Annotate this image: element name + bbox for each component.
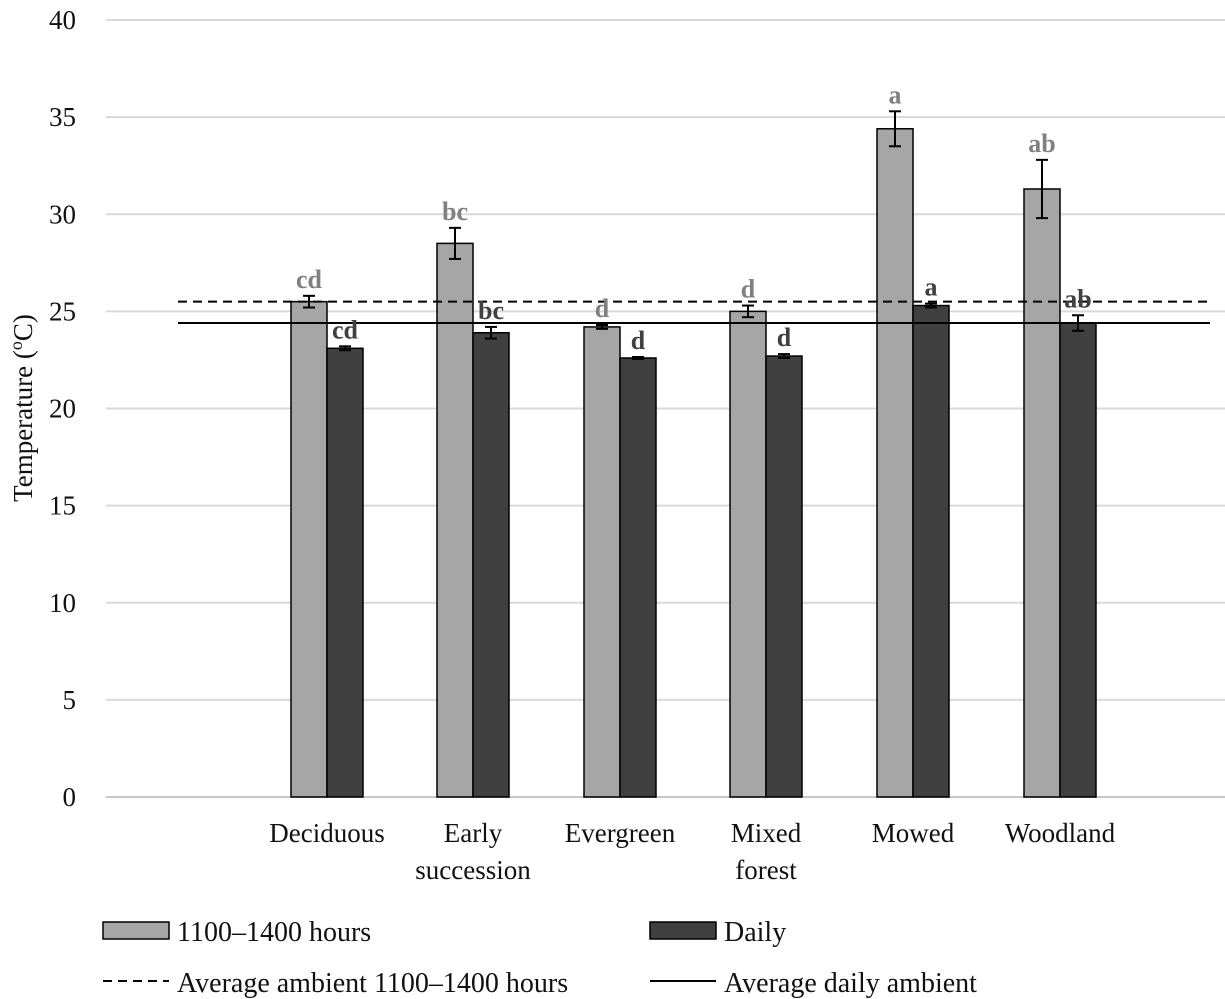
bar bbox=[765, 355, 803, 798]
bar bbox=[290, 300, 328, 798]
bar bbox=[1059, 322, 1097, 798]
x-category-label: Deciduous bbox=[269, 818, 384, 848]
y-tick-label: 35 bbox=[49, 102, 76, 132]
bar bbox=[876, 128, 914, 798]
significance-label: d bbox=[631, 326, 646, 355]
significance-label: d bbox=[741, 275, 756, 304]
significance-label: bc bbox=[478, 296, 504, 325]
error-bars bbox=[303, 110, 1084, 360]
significance-label: bc bbox=[442, 197, 468, 226]
x-category-label: Evergreen bbox=[565, 818, 676, 848]
y-tick-label: 40 bbox=[49, 5, 76, 35]
legend-label-series-2: Daily bbox=[724, 917, 786, 948]
x-category-label: Mixed forest bbox=[731, 818, 802, 885]
bar bbox=[619, 357, 657, 798]
significance-label: a bbox=[925, 273, 938, 302]
significance-label: ab bbox=[1028, 129, 1055, 158]
x-axis-categories: Deciduous Early succession Evergreen Mixed fo… bbox=[269, 818, 1115, 885]
bars bbox=[290, 128, 1097, 798]
significance-label: d bbox=[595, 294, 610, 323]
bar bbox=[912, 304, 950, 798]
x-category-label: Early succession bbox=[415, 818, 531, 885]
bar bbox=[583, 326, 621, 798]
legend: 1100–1400 hours Daily Average ambient 11… bbox=[102, 917, 977, 999]
bar bbox=[326, 347, 364, 798]
y-axis-label: Temperature (oC) bbox=[6, 314, 38, 502]
x-category-label: Woodland bbox=[1005, 818, 1116, 848]
y-tick-label: 0 bbox=[63, 782, 77, 812]
bar bbox=[472, 331, 510, 798]
significance-label: a bbox=[889, 80, 902, 109]
legend-label-ref-solid: Average daily ambient bbox=[724, 968, 977, 999]
significance-label: ab bbox=[1064, 284, 1091, 313]
legend-label-series-1: 1100–1400 hours bbox=[177, 917, 371, 948]
y-tick-label: 20 bbox=[49, 394, 76, 424]
y-axis-ticks: 0 5 10 15 20 25 30 35 40 bbox=[49, 5, 76, 812]
significance-label: cd bbox=[296, 265, 323, 294]
y-tick-label: 30 bbox=[49, 199, 76, 229]
reference-lines bbox=[178, 300, 1210, 325]
bar bbox=[436, 242, 474, 798]
significance-label: cd bbox=[332, 315, 359, 344]
y-tick-label: 15 bbox=[49, 491, 76, 521]
legend-label-ref-dashed: Average ambient 1100–1400 hours bbox=[177, 968, 568, 999]
bar bbox=[1023, 188, 1061, 798]
significance-label: d bbox=[777, 323, 792, 352]
y-tick-label: 25 bbox=[49, 296, 76, 326]
legend-swatch-series-1 bbox=[102, 921, 170, 940]
bar bbox=[729, 310, 767, 798]
x-category-label: Mowed bbox=[872, 818, 955, 848]
legend-swatch-series-2 bbox=[649, 921, 717, 940]
y-tick-label: 5 bbox=[63, 685, 77, 715]
y-tick-label: 10 bbox=[49, 588, 76, 618]
